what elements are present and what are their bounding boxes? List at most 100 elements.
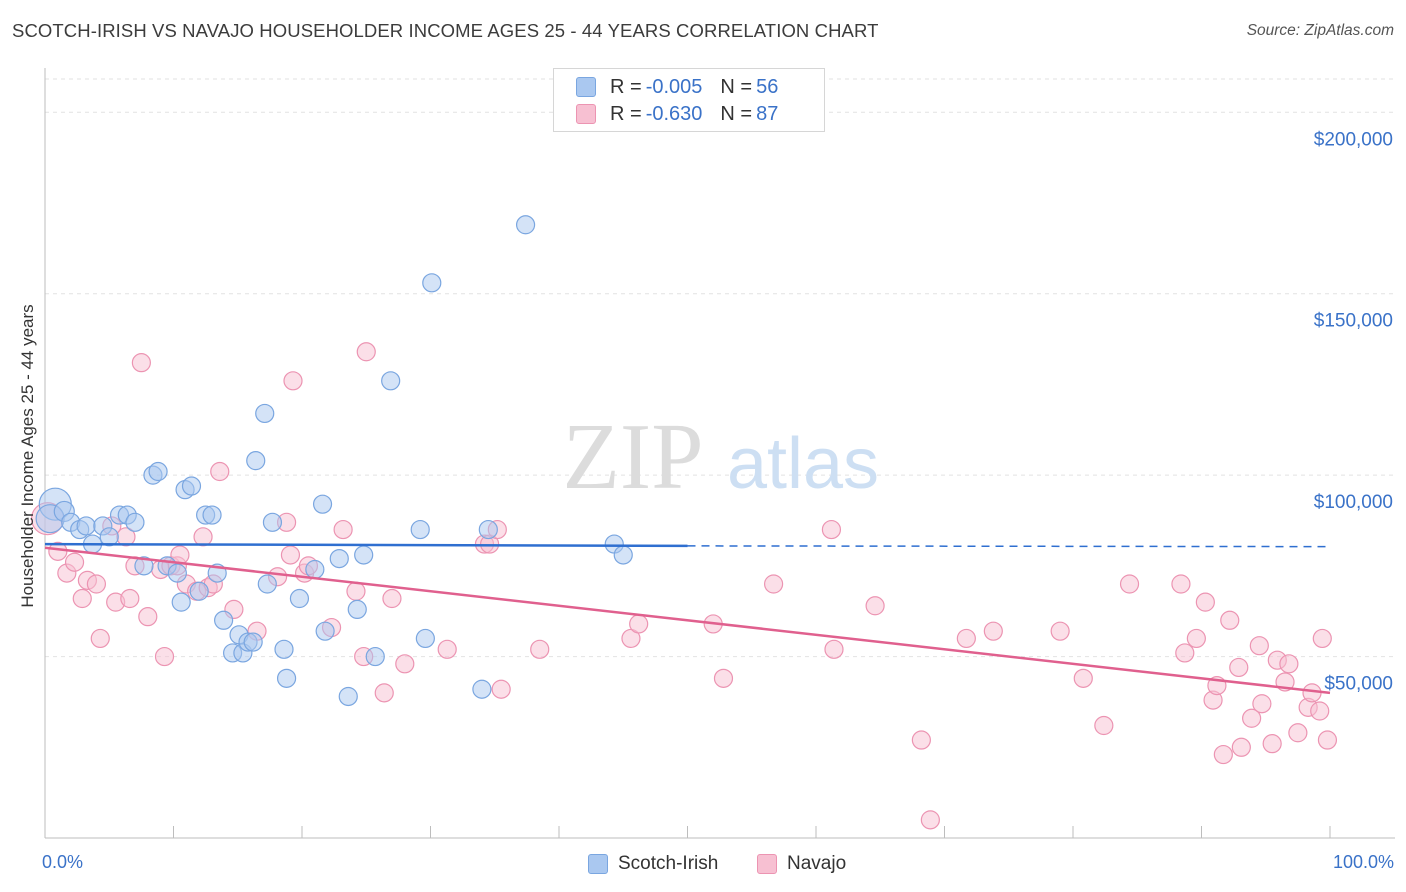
navajo-point bbox=[629, 614, 649, 634]
navajo-point bbox=[1119, 574, 1140, 594]
legend-r-value: -0.005 bbox=[645, 75, 703, 98]
scotch-irish-point bbox=[274, 639, 294, 659]
scotch-irish-point bbox=[329, 548, 349, 569]
navajo-point bbox=[865, 596, 885, 616]
y-tick-label: $150,000 bbox=[1314, 311, 1393, 332]
legend-r-value: -0.630 bbox=[645, 102, 703, 125]
navajo-point bbox=[1094, 715, 1114, 736]
bottom-legend-scotch-irish: Scotch-Irish bbox=[588, 851, 718, 877]
scotch-irish-point bbox=[167, 563, 187, 583]
correlation-legend: R = -0.005 N = 56 R = -0.630 N = 87 bbox=[553, 68, 825, 132]
scotch-irish-point bbox=[255, 403, 275, 424]
scotch-irish-point bbox=[312, 494, 333, 514]
source-label: Source: ZipAtlas.com bbox=[1246, 22, 1394, 39]
watermark-atlas: atlas bbox=[727, 424, 879, 504]
bottom-legend-navajo: Navajo bbox=[757, 851, 846, 877]
scotch-irish-point bbox=[202, 505, 222, 525]
scotch-irish-point bbox=[262, 512, 283, 532]
scotch-irish-point bbox=[243, 632, 263, 652]
navajo-point bbox=[1073, 668, 1093, 688]
navajo-point bbox=[210, 461, 230, 482]
legend-r-label: R = bbox=[610, 102, 642, 125]
navajo-point bbox=[956, 628, 976, 649]
navajo-point bbox=[1288, 723, 1308, 743]
navajo-point bbox=[1279, 654, 1299, 674]
navajo-point bbox=[280, 545, 301, 565]
navajo-point bbox=[821, 519, 842, 540]
scotch-irish-point bbox=[289, 588, 310, 609]
navajo-point bbox=[530, 639, 550, 659]
navajo-point bbox=[491, 679, 511, 699]
scotch-irish-point bbox=[125, 512, 145, 532]
data-points bbox=[30, 215, 1338, 830]
scotch-irish-point bbox=[354, 545, 374, 565]
navajo-point bbox=[824, 639, 844, 659]
navajo-point bbox=[120, 588, 140, 609]
scotch-irish-point bbox=[181, 476, 202, 496]
navajo-point bbox=[346, 581, 366, 601]
navajo-point bbox=[1213, 744, 1233, 765]
y-axis-label: Householder Income Ages 25 - 44 years bbox=[18, 304, 37, 608]
navajo-point bbox=[1262, 734, 1282, 754]
navajo-point bbox=[333, 519, 353, 540]
navajo-point bbox=[983, 621, 1003, 641]
navajo-point bbox=[763, 574, 784, 594]
y-tick-labels: $50,000 $100,000 $150,000 $200,000 bbox=[1314, 129, 1393, 694]
navajo-point bbox=[437, 639, 457, 659]
navajo-point bbox=[64, 552, 85, 572]
scotch-irish-point bbox=[171, 592, 191, 612]
scotch-irish-point bbox=[315, 621, 335, 641]
scotch-irish-point bbox=[134, 556, 154, 576]
navajo-point bbox=[1229, 657, 1249, 678]
legend-r-label: R = bbox=[610, 75, 642, 98]
navajo-point bbox=[1317, 730, 1338, 750]
legend-n-label: N = bbox=[720, 75, 753, 98]
navajo-point bbox=[1310, 701, 1330, 721]
scotch-irish-point bbox=[365, 646, 385, 667]
watermark-zip: ZIP bbox=[563, 405, 704, 509]
navajo-point bbox=[911, 730, 931, 750]
scotch-irish-point bbox=[472, 679, 492, 699]
scotch-irish-point bbox=[148, 461, 168, 482]
navajo-point bbox=[131, 353, 151, 373]
trend-lines bbox=[44, 542, 1331, 695]
scotch-irish-point bbox=[338, 686, 358, 707]
navajo-point bbox=[374, 683, 394, 703]
navajo-point bbox=[1186, 628, 1206, 649]
navajo-point bbox=[356, 342, 376, 362]
x-tick-label-min: 0.0% bbox=[42, 852, 84, 872]
navajo-point bbox=[395, 654, 415, 674]
navajo-point bbox=[1252, 694, 1272, 714]
navajo-point bbox=[920, 810, 940, 830]
y-tick-label: $50,000 bbox=[1324, 674, 1393, 695]
scotch-irish-point bbox=[381, 371, 401, 391]
legend-n-value: 87 bbox=[756, 102, 779, 125]
scotch-irish-point bbox=[422, 273, 442, 293]
scotch-irish-swatch bbox=[576, 77, 596, 97]
scotch-irish-point bbox=[246, 451, 266, 471]
navajo-point bbox=[86, 574, 107, 594]
navajo-point bbox=[713, 668, 734, 688]
scotch-irish-swatch bbox=[588, 854, 608, 874]
y-tick-label: $200,000 bbox=[1314, 129, 1393, 150]
navajo-point bbox=[1220, 610, 1240, 630]
navajo-point bbox=[283, 371, 303, 391]
scotch-irish-point bbox=[76, 516, 96, 536]
navajo-point bbox=[1242, 708, 1262, 728]
navajo-point bbox=[1249, 636, 1269, 656]
navajo-trend-line bbox=[44, 546, 1331, 695]
navajo-swatch bbox=[757, 854, 777, 874]
navajo-point bbox=[382, 588, 402, 609]
navajo-point bbox=[154, 646, 175, 667]
legend-row-navajo: R = -0.630 N = 87 bbox=[576, 101, 778, 127]
navajo-point bbox=[193, 527, 213, 547]
navajo-point bbox=[1302, 683, 1322, 703]
scotch-irish-point bbox=[305, 559, 325, 580]
x-tick-label-max: 100.0% bbox=[1332, 852, 1394, 872]
navajo-point bbox=[1050, 621, 1070, 641]
scotch-irish-point bbox=[410, 519, 430, 540]
navajo-point bbox=[1175, 643, 1195, 663]
navajo-point bbox=[1312, 628, 1332, 649]
watermark: ZIP atlas bbox=[563, 405, 880, 509]
legend-n-value: 56 bbox=[756, 75, 779, 98]
